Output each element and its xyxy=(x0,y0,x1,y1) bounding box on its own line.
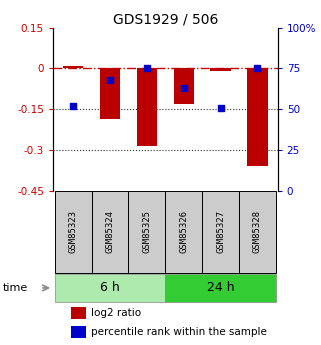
Title: GDS1929 / 506: GDS1929 / 506 xyxy=(113,12,218,27)
Bar xyxy=(247,68,267,166)
Text: log2 ratio: log2 ratio xyxy=(91,308,141,318)
Point xyxy=(181,85,186,91)
Point xyxy=(144,66,150,71)
Text: 24 h: 24 h xyxy=(207,281,234,294)
FancyBboxPatch shape xyxy=(165,274,276,302)
FancyBboxPatch shape xyxy=(202,191,239,273)
Point xyxy=(255,66,260,71)
FancyBboxPatch shape xyxy=(128,191,165,273)
Text: 6 h: 6 h xyxy=(100,281,120,294)
FancyBboxPatch shape xyxy=(55,274,165,302)
Bar xyxy=(63,66,83,68)
Text: GSM85325: GSM85325 xyxy=(143,210,152,253)
Bar xyxy=(100,68,120,119)
Text: GSM85328: GSM85328 xyxy=(253,210,262,253)
Text: time: time xyxy=(3,283,29,293)
Bar xyxy=(211,68,231,71)
Bar xyxy=(71,307,85,319)
FancyBboxPatch shape xyxy=(239,191,276,273)
FancyBboxPatch shape xyxy=(165,191,202,273)
Text: GSM85324: GSM85324 xyxy=(106,210,115,253)
Text: GSM85323: GSM85323 xyxy=(69,210,78,253)
FancyBboxPatch shape xyxy=(91,191,128,273)
Point xyxy=(218,105,223,110)
Bar xyxy=(137,68,157,146)
Bar xyxy=(174,68,194,104)
Point xyxy=(71,103,76,109)
Text: percentile rank within the sample: percentile rank within the sample xyxy=(91,327,267,337)
Point xyxy=(108,77,113,83)
Bar xyxy=(71,326,85,338)
FancyBboxPatch shape xyxy=(55,191,91,273)
Text: GSM85326: GSM85326 xyxy=(179,210,188,253)
Text: GSM85327: GSM85327 xyxy=(216,210,225,253)
